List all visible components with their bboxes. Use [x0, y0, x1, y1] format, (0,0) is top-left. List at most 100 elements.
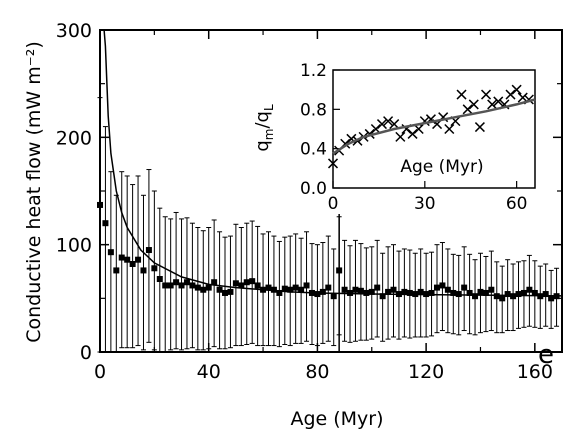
data-point	[466, 289, 473, 296]
data-point	[439, 282, 446, 289]
inset-data-point	[517, 92, 528, 103]
inset-marker-stroke	[487, 99, 498, 110]
inset-marker-stroke	[450, 116, 461, 127]
inset-marker-stroke	[444, 123, 455, 135]
data-point	[287, 286, 294, 293]
inset-marker-stroke	[505, 89, 516, 100]
data-point	[314, 291, 321, 298]
data-point	[379, 293, 386, 300]
data-point	[222, 289, 229, 296]
data-point	[341, 286, 348, 293]
inset-marker-stroke	[389, 119, 400, 130]
data-point	[156, 276, 163, 283]
inset-marker-stroke	[456, 89, 467, 100]
data-point	[520, 289, 527, 296]
data-point	[450, 289, 457, 296]
data-point	[385, 288, 392, 295]
inset-marker-stroke	[413, 123, 424, 135]
data-point	[162, 282, 169, 289]
inset-data-point	[468, 99, 479, 110]
data-point	[205, 284, 212, 291]
x-tick-label: 160	[517, 361, 553, 383]
data-point	[352, 286, 359, 293]
inset-data-point	[389, 119, 400, 130]
data-point	[292, 284, 299, 291]
y-tick-label: 0	[80, 342, 92, 364]
data-point	[140, 267, 147, 274]
data-point	[374, 284, 381, 291]
data-point	[298, 286, 305, 293]
data-point	[510, 293, 517, 300]
x-tick-label: 40	[197, 361, 221, 383]
data-point	[249, 278, 256, 285]
x-axis-label: Age (Myr)	[290, 408, 383, 430]
inset-marker-stroke	[407, 128, 418, 139]
data-point	[548, 295, 555, 302]
y-axis-label: Conductive heat flow (mW m⁻²)	[23, 41, 45, 343]
inset-chart: 0 30 60 0.0 0.4 0.8 1.2 Age (Myr) qm/qL	[252, 56, 543, 214]
inset-data-point	[474, 122, 485, 133]
inset-y-tick-label: 0.0	[300, 179, 327, 199]
inset-data-point	[505, 89, 516, 100]
data-point	[118, 254, 125, 261]
data-point	[504, 291, 511, 298]
data-point	[390, 286, 397, 293]
inset-data-point	[395, 131, 406, 142]
data-point	[232, 280, 239, 287]
data-point	[428, 289, 435, 296]
data-point	[281, 285, 288, 292]
panel-label: e	[538, 340, 554, 370]
data-point	[173, 279, 180, 286]
data-point	[124, 256, 131, 263]
inset-x-tick-label: 60	[506, 194, 528, 214]
data-point	[368, 288, 375, 295]
inset-data-point	[383, 116, 394, 127]
inset-marker-stroke	[376, 119, 388, 130]
data-point	[357, 287, 364, 294]
data-point	[276, 289, 283, 296]
inset-data-point	[493, 96, 504, 107]
data-point	[151, 265, 158, 272]
data-point	[488, 286, 495, 293]
data-point	[526, 286, 533, 293]
data-point	[129, 260, 136, 267]
y-tick-label: 300	[56, 20, 92, 42]
inset-x-tick-label: 30	[414, 194, 436, 214]
data-point	[363, 289, 370, 296]
main-model-curve	[103, 29, 563, 297]
x-tick-label: 80	[305, 361, 329, 383]
data-point	[107, 249, 114, 256]
inset-marker-stroke	[468, 99, 479, 110]
inset-marker-stroke	[370, 123, 381, 135]
inset-marker-stroke	[462, 104, 473, 115]
data-point	[417, 288, 424, 295]
y-tick-label: 200	[56, 127, 92, 149]
inset-x-axis-label: Age (Myr)	[400, 157, 483, 177]
data-point	[183, 279, 190, 286]
inset-data-point	[327, 158, 339, 169]
data-point	[167, 282, 174, 289]
data-point	[265, 284, 272, 291]
data-point	[482, 289, 489, 296]
inset-data-point	[456, 89, 467, 100]
data-point	[325, 284, 332, 291]
x-tick-label: 120	[408, 361, 444, 383]
inset-y-tick-label: 0.4	[300, 140, 327, 160]
inset-data-point	[462, 104, 473, 115]
inset-trend-curve	[332, 98, 536, 155]
inset-marker-stroke	[493, 96, 504, 107]
inset-marker-stroke	[474, 122, 485, 133]
data-point	[238, 282, 245, 289]
data-point	[243, 279, 250, 286]
data-point	[254, 282, 261, 289]
inset-data-point	[480, 89, 492, 100]
inset-data-point	[376, 119, 388, 130]
data-point	[455, 291, 462, 298]
inset-marker-stroke	[517, 92, 528, 103]
inset-y-axis-label: qm/qL	[252, 104, 276, 152]
data-point	[303, 282, 310, 289]
inset-plot-frame	[332, 69, 536, 189]
data-point	[135, 256, 142, 263]
